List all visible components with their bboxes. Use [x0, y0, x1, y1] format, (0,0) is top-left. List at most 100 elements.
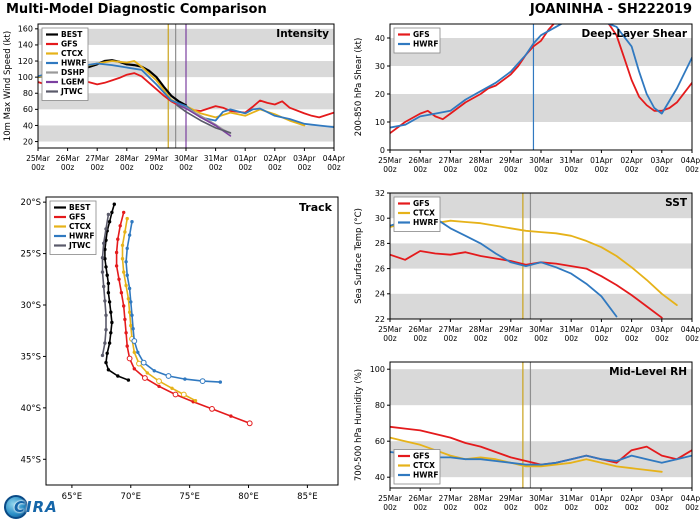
track-marker-open-HWRF	[131, 338, 138, 344]
track-marker-BEST	[112, 202, 117, 206]
shear-chart: 01020304025Mar00z26Mar00z27Mar00z28Mar00…	[354, 23, 700, 174]
track-marker-open-HWRF	[165, 373, 172, 379]
track-marker-JTWC	[104, 227, 108, 231]
chart-text: 00z	[534, 165, 548, 174]
chart-text: HWRF	[61, 59, 86, 68]
intensity-chart: 2040608010012014016025Mar00z26Mar00z27Ma…	[3, 23, 345, 172]
track-marker-HWRF	[136, 350, 140, 354]
chart-text: 00z	[444, 334, 458, 343]
chart-text: 20°S	[21, 198, 41, 208]
track-marker-HWRF	[125, 273, 129, 277]
series-line-HWRF	[390, 24, 692, 129]
chart-text: 25°S	[21, 250, 41, 260]
track-marker-BEST	[106, 368, 111, 372]
track-marker-CTCX	[127, 310, 132, 314]
chart-text: 00z	[61, 163, 75, 172]
cira-logo-text: CIRA	[14, 498, 58, 516]
track-marker-BEST	[104, 360, 108, 365]
chart-text: JTWC	[60, 87, 83, 96]
chart-text: 00z	[150, 163, 164, 172]
chart-text: 25Mar	[26, 154, 51, 163]
chart-text: 00z	[564, 503, 578, 512]
chart-text: Sea Surface Temp (°C)	[354, 208, 364, 304]
chart-text: GFS	[413, 452, 430, 461]
chart-text: 26Mar	[408, 494, 433, 503]
chart-text: CTCX	[413, 461, 435, 470]
track-marker-open-GFS	[209, 406, 215, 412]
chart-text: 27Mar	[85, 154, 110, 163]
chart-text: 28Mar	[469, 325, 494, 334]
track-marker-BEST	[109, 310, 113, 314]
chart-text: 01Apr	[234, 154, 257, 163]
chart-text: 26Mar	[56, 154, 81, 163]
chart-text: 40	[375, 34, 385, 43]
track-marker-BEST	[126, 378, 131, 382]
chart-text: 00z	[31, 163, 45, 172]
chart-text: CTCX	[69, 222, 91, 231]
chart-text: 28Mar	[469, 494, 494, 503]
cira-globe-icon	[4, 495, 28, 519]
chart-text: GFS	[413, 30, 430, 39]
shade-band	[390, 369, 692, 406]
track-marker-JTWC	[102, 241, 106, 245]
chart-text: 00z	[179, 163, 193, 172]
chart-text: 00z	[383, 503, 397, 512]
chart-text: Intensity	[276, 28, 329, 40]
chart-text: 29Mar	[145, 154, 170, 163]
chart-text: 00z	[413, 503, 427, 512]
track-marker-HWRF	[130, 313, 134, 317]
chart-text: 45°S	[21, 455, 41, 465]
chart-text: 75°E	[179, 492, 199, 502]
track-marker-GFS	[229, 414, 233, 418]
chart-text: 26Mar	[408, 325, 433, 334]
chart-text: Mid-Level RH	[609, 366, 687, 378]
chart-text: 00z	[625, 503, 639, 512]
chart-text: 00z	[655, 334, 669, 343]
chart-text: 00z	[209, 163, 223, 172]
chart-text: 100	[370, 365, 385, 374]
chart-text: 02Apr	[264, 154, 287, 163]
chart-text: 28	[375, 239, 385, 248]
track-marker-BEST	[107, 300, 112, 304]
chart-text: 65°E	[62, 492, 82, 502]
chart-text: HWRF	[413, 471, 438, 480]
track-marker-BEST	[110, 320, 114, 325]
chart-text: 27Mar	[439, 156, 464, 165]
chart-text: 30°S	[21, 301, 41, 311]
track-marker-open-GFS	[246, 420, 253, 427]
chart-text: 80	[23, 89, 33, 98]
track-marker-open-GFS	[126, 355, 133, 362]
rh-chart: 40608010025Mar00z26Mar00z27Mar00z28Mar00…	[354, 361, 700, 512]
chart-text: 00z	[504, 334, 518, 343]
chart-text: 00z	[504, 503, 518, 512]
track-marker-open-CTCX	[180, 391, 187, 398]
chart-text: 01Apr	[590, 325, 613, 334]
track-marker-BEST	[105, 273, 109, 277]
chart-text: 10	[375, 118, 385, 127]
chart-text: 10m Max Wind Speed (kt)	[3, 31, 13, 141]
chart-text: 00z	[504, 165, 518, 174]
track-line-GFS	[115, 212, 250, 425]
chart-text: 700-500 hPa Humidity (%)	[354, 369, 364, 481]
chart-text: GFS	[413, 199, 430, 208]
chart-text: 00z	[413, 334, 427, 343]
chart-text: 60	[375, 437, 385, 446]
chart-text: 85°E	[297, 492, 317, 502]
track-marker-CTCX	[132, 350, 136, 354]
track-marker-BEST	[105, 351, 109, 355]
chart-text: 00z	[327, 163, 341, 172]
track-marker-GFS	[114, 264, 119, 268]
track-marker-open-GFS	[172, 391, 179, 398]
chart-text: 00z	[595, 165, 609, 174]
track-marker-BEST	[104, 265, 108, 269]
chart-text: 0	[380, 146, 385, 155]
track-marker-CTCX	[145, 371, 149, 375]
chart-text: HWRF	[413, 218, 438, 227]
chart-text: 140	[18, 41, 33, 50]
chart-text: 120	[18, 57, 33, 66]
chart-text: 01Apr	[590, 494, 613, 503]
track-marker-CTCX	[120, 257, 125, 261]
track-line-CTCX	[121, 218, 196, 402]
chart-text: 27Mar	[439, 325, 464, 334]
chart-text: 25Mar	[378, 156, 403, 165]
